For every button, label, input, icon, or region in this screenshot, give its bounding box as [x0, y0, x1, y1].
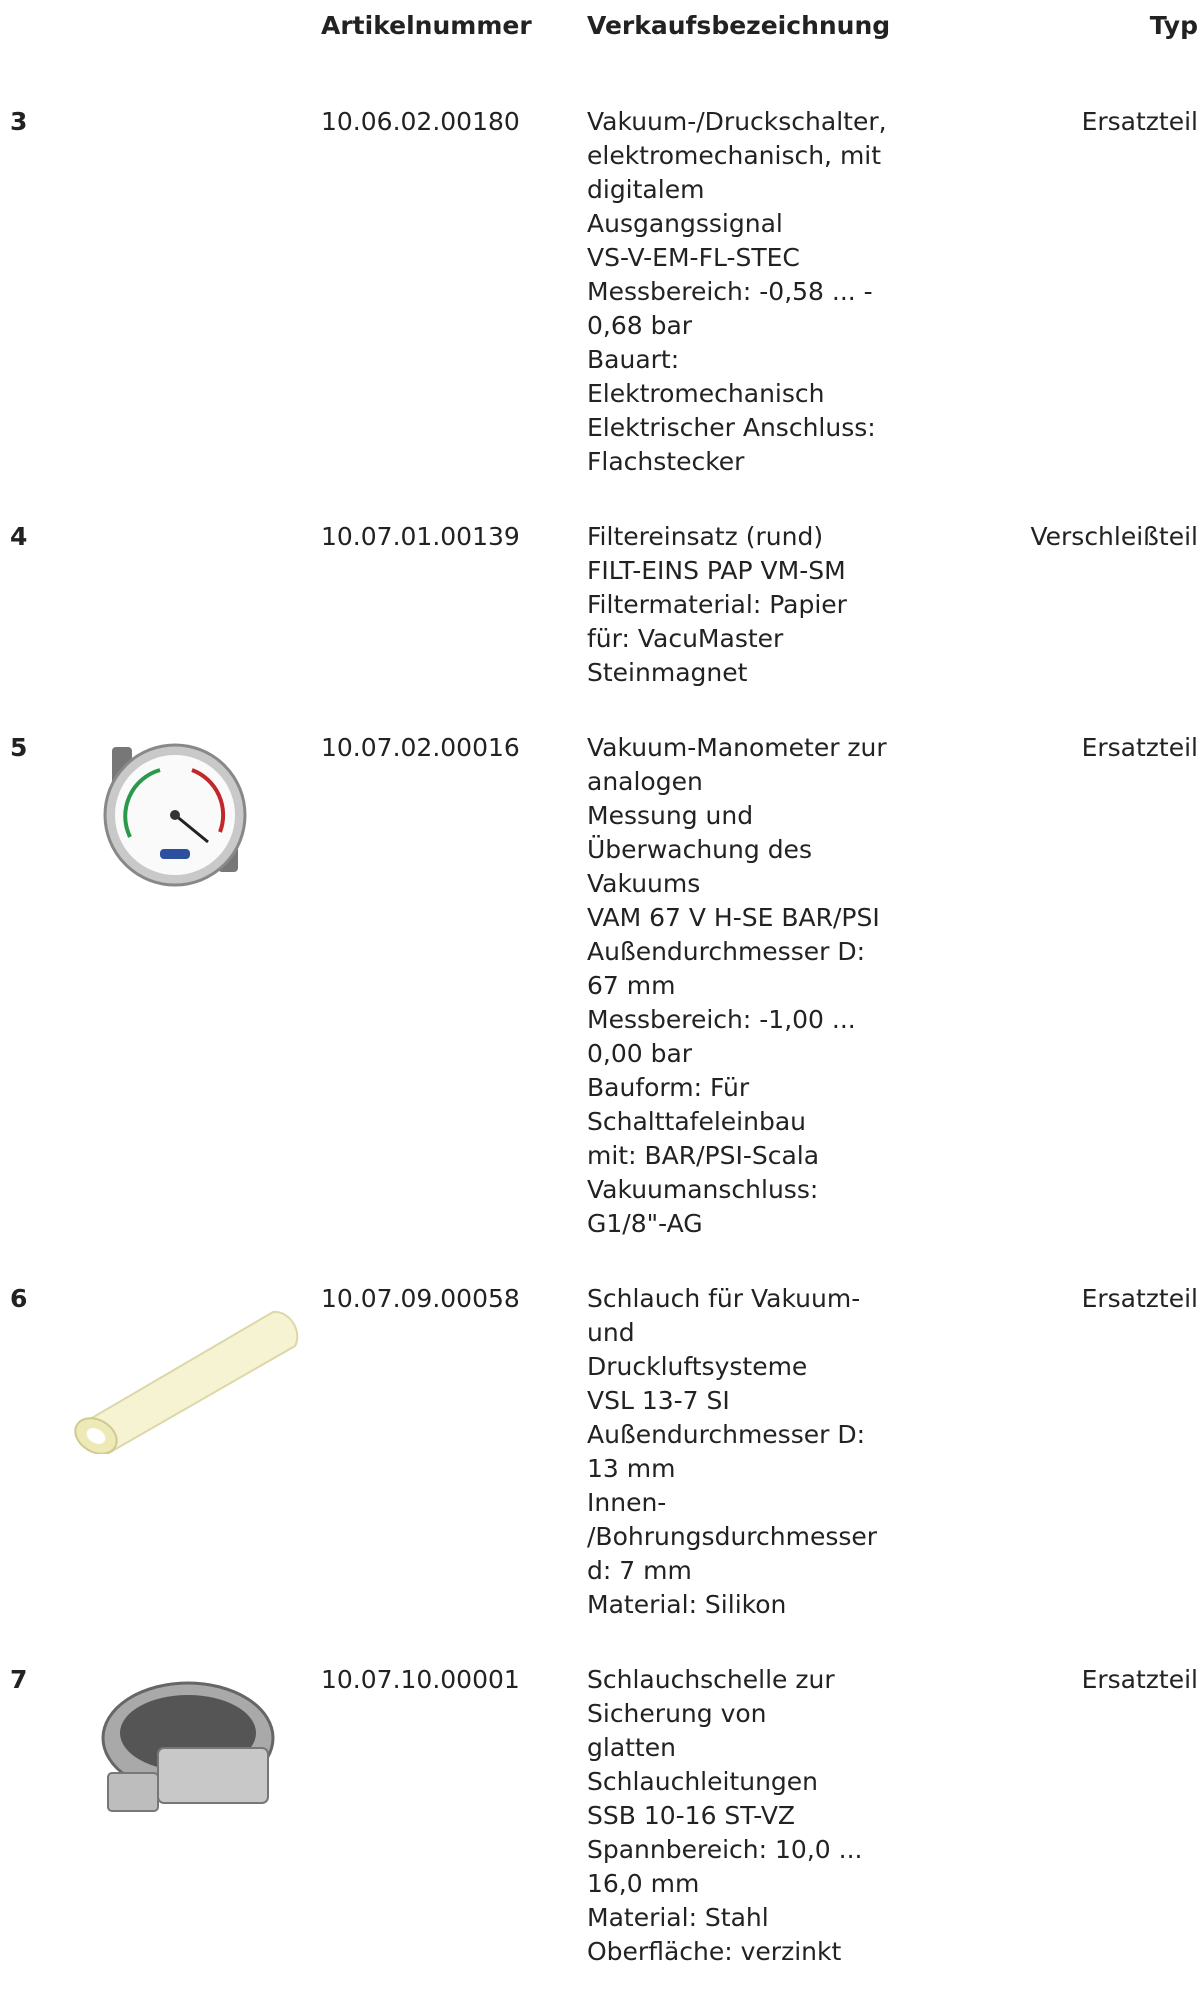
description-line: Steinmagnet: [587, 658, 748, 687]
description-line: Flachstecker: [587, 447, 745, 476]
part-type: Ersatzteil: [1081, 733, 1198, 762]
description-line: Vakuum-Manometer zur: [587, 733, 887, 762]
description-line: G1/8"-AG: [587, 1209, 703, 1238]
part-type: Ersatzteil: [1081, 1665, 1198, 1694]
part-type: Verschleißteil: [1030, 522, 1198, 551]
position: 6: [10, 1284, 28, 1313]
description-line: VSL 13-7 SI: [587, 1386, 730, 1415]
description-line: Elektromechanisch: [587, 379, 825, 408]
description-line: Schlauchschelle zur: [587, 1665, 835, 1694]
article-number: 10.07.02.00016: [321, 733, 520, 762]
description-line: Schalttafeleinbau: [587, 1107, 806, 1136]
description: Schlauch für Vakuum-und Druckluftsysteme V…: [587, 1282, 917, 1663]
part-type: Ersatzteil: [1081, 1284, 1198, 1313]
description-line: Material: Silikon: [587, 1590, 787, 1619]
description-line: für: VacuMaster: [587, 624, 784, 653]
description-line: Sicherung von: [587, 1699, 767, 1728]
description-line: Elektrischer Anschluss:: [587, 413, 876, 442]
description: Schlauchschelle zur Sicherung von glatten S…: [587, 1663, 917, 2010]
description-line: glatten: [587, 1733, 676, 1762]
column-header: Typ: [1149, 11, 1198, 40]
position: 7: [10, 1665, 28, 1694]
column-header: Verkaufsbezeichnung: [587, 11, 891, 40]
description-line: VAM 67 V H-SE BAR/PSI: [587, 903, 880, 932]
description: Vakuum-/Druckschalter, elektromechanisch,…: [587, 105, 917, 520]
description-line: Filtermaterial: Papier: [587, 590, 847, 619]
row: 3 10.06.02.00180 Vakuum-/Druckschalter, e…: [10, 105, 1198, 520]
description-line: VS-V-EM-FL-STEC: [587, 243, 800, 272]
description-line: Spannbereich: 10,0 ...: [587, 1835, 863, 1864]
row: 5 10.07.02.00016 Vakuum-Manometer zur ana…: [10, 731, 1198, 1282]
description-line: FILT-EINS PAP VM-SM: [587, 556, 846, 585]
description-line: Innen-: [587, 1488, 667, 1517]
description-line: Bauform: Für: [587, 1073, 750, 1102]
article-number: 10.07.01.00139: [321, 522, 520, 551]
clamp-image: [101, 1681, 275, 1812]
description-line: SSB 10-16 ST-VZ: [587, 1801, 796, 1830]
description-line: Oberfläche: verzinkt: [587, 1937, 842, 1966]
description-line: 67 mm: [587, 971, 676, 1000]
description-line: Vakuum-/Druckschalter,: [587, 107, 887, 136]
description-line: Außendurchmesser D:: [587, 1420, 866, 1449]
header-row: Artikelnummer Verkaufsbezeichnung Typ: [10, 9, 1198, 105]
row: 4 10.07.01.00139 Filtereinsatz (rund) FIL…: [10, 520, 1198, 731]
gauge-image: [103, 743, 247, 887]
description-line: analogen: [587, 767, 703, 796]
hose-image: [74, 1310, 299, 1454]
description-line: 0,68 bar: [587, 311, 693, 340]
description-line: digitalem: [587, 175, 705, 204]
description-line: Messbereich: -0,58 ... -: [587, 277, 873, 306]
position: 5: [10, 733, 28, 762]
description-line: /Bohrungsdurchmesser: [587, 1522, 878, 1551]
description-line: Schlauch für Vakuum-: [587, 1284, 861, 1313]
description-line: mit: BAR/PSI-Scala: [587, 1141, 820, 1170]
article-number: 10.07.10.00001: [321, 1665, 520, 1694]
row: 6 10.07.09.00058 Schlauch für Vakuum-und…: [10, 1282, 1198, 1663]
description-line: Material: Stahl: [587, 1903, 769, 1932]
description-line: d: 7 mm: [587, 1556, 692, 1585]
description-line: Messung und: [587, 801, 754, 830]
parts-table: Artikelnummer Verkaufsbezeichnung Typ 3 …: [10, 9, 1198, 2010]
column-header: Artikelnummer: [321, 11, 532, 40]
article-number: 10.07.09.00058: [321, 1284, 520, 1313]
description-line: Druckluftsysteme: [587, 1352, 808, 1381]
description-line: 13 mm: [587, 1454, 676, 1483]
description: Vakuum-Manometer zur analogen Messung und Ü…: [587, 731, 917, 1282]
description-line: 16,0 mm: [587, 1869, 700, 1898]
description-line: Vakuums: [587, 869, 701, 898]
description-line: Ausgangssignal: [587, 209, 783, 238]
description-line: Überwachung des: [587, 835, 812, 864]
position: 4: [10, 522, 28, 551]
description-line: Vakuumanschluss:: [587, 1175, 819, 1204]
description-line: 0,00 bar: [587, 1039, 693, 1068]
part-type: Ersatzteil: [1081, 107, 1198, 136]
position: 3: [10, 107, 28, 136]
description-line: und: [587, 1318, 635, 1347]
description-line: Filtereinsatz (rund): [587, 522, 824, 551]
description: Filtereinsatz (rund) FILT-EINS PAP VM-SM F…: [587, 520, 917, 731]
description-line: Bauart:: [587, 345, 680, 374]
description-line: Messbereich: -1,00 ...: [587, 1005, 856, 1034]
description-line: Außendurchmesser D:: [587, 937, 866, 966]
description-line: Schlauchleitungen: [587, 1767, 819, 1796]
article-number: 10.06.02.00180: [321, 107, 520, 136]
row: 7 10.07.10.00001 Schlauchschelle zur Sich…: [10, 1663, 1198, 2010]
description-line: elektromechanisch, mit: [587, 141, 882, 170]
